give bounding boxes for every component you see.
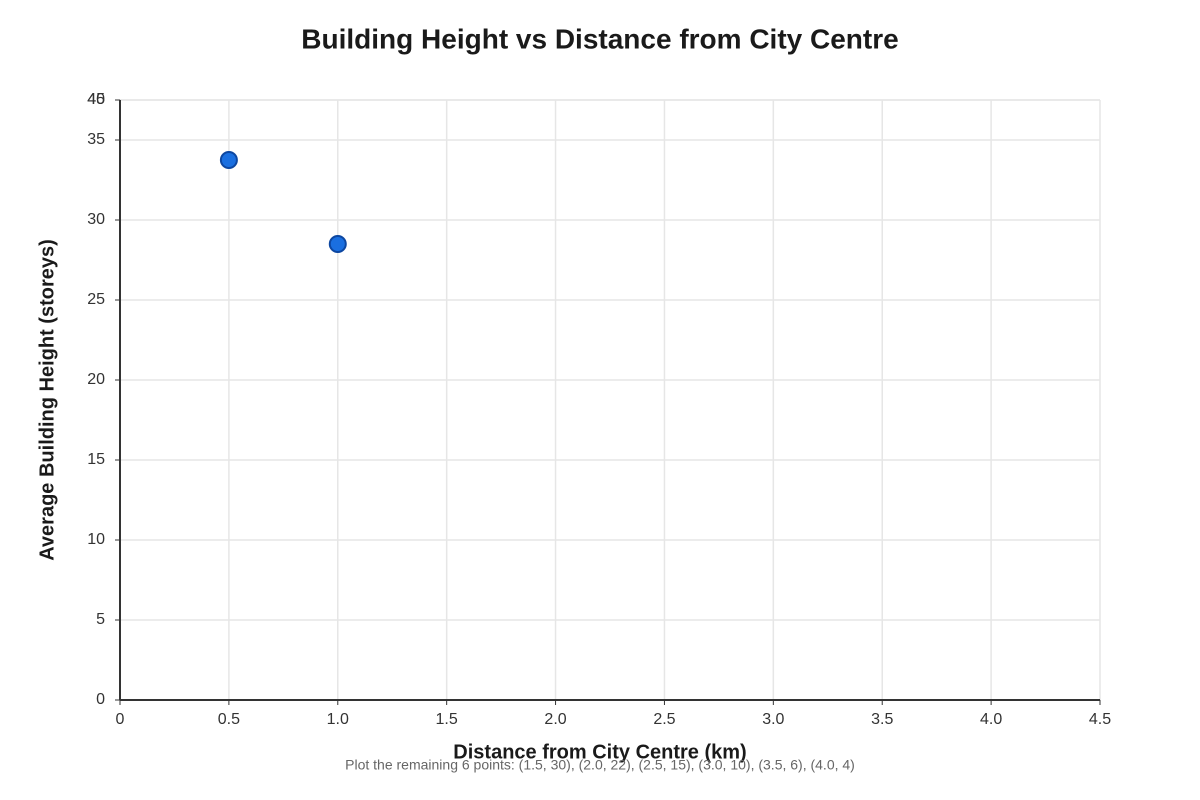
y-tick-label: 40 (87, 91, 105, 108)
y-tick-label: 45 (87, 91, 105, 108)
x-tick-label: 1.0 (327, 711, 349, 728)
y-tick-label: 25 (87, 291, 105, 308)
y-tick-label: 0 (96, 691, 105, 708)
x-tick-label: 1.5 (436, 711, 458, 728)
y-tick-label: 20 (87, 371, 105, 388)
annotation: Plot the remaining 6 points: (1.5, 30), … (345, 757, 855, 773)
x-tick-label: 4.5 (1089, 711, 1111, 728)
y-tick-label: 30 (87, 211, 105, 228)
x-tick-label: 4.0 (980, 711, 1002, 728)
y-tick-label: 5 (96, 611, 105, 628)
y-tick-label: 15 (87, 451, 105, 468)
y-tick-label: 35 (87, 131, 105, 148)
y-axis-label: Average Building Height (storeys) (36, 239, 58, 561)
x-tick-label: 0 (116, 711, 125, 728)
x-axis-label: Distance from City Centre (km) (453, 741, 746, 763)
point (219, 151, 238, 169)
x-tick-label: 3.5 (871, 711, 893, 728)
point (328, 235, 347, 253)
x-tick-label: 2.5 (653, 711, 675, 728)
y-tick-label: 10 (87, 531, 105, 548)
chart-title: Building Height vs Distance from City Ce… (301, 23, 898, 54)
x-tick-label: 0.5 (218, 711, 240, 728)
x-tick-label: 3.0 (762, 711, 784, 728)
x-tick-label: 2.0 (544, 711, 566, 728)
